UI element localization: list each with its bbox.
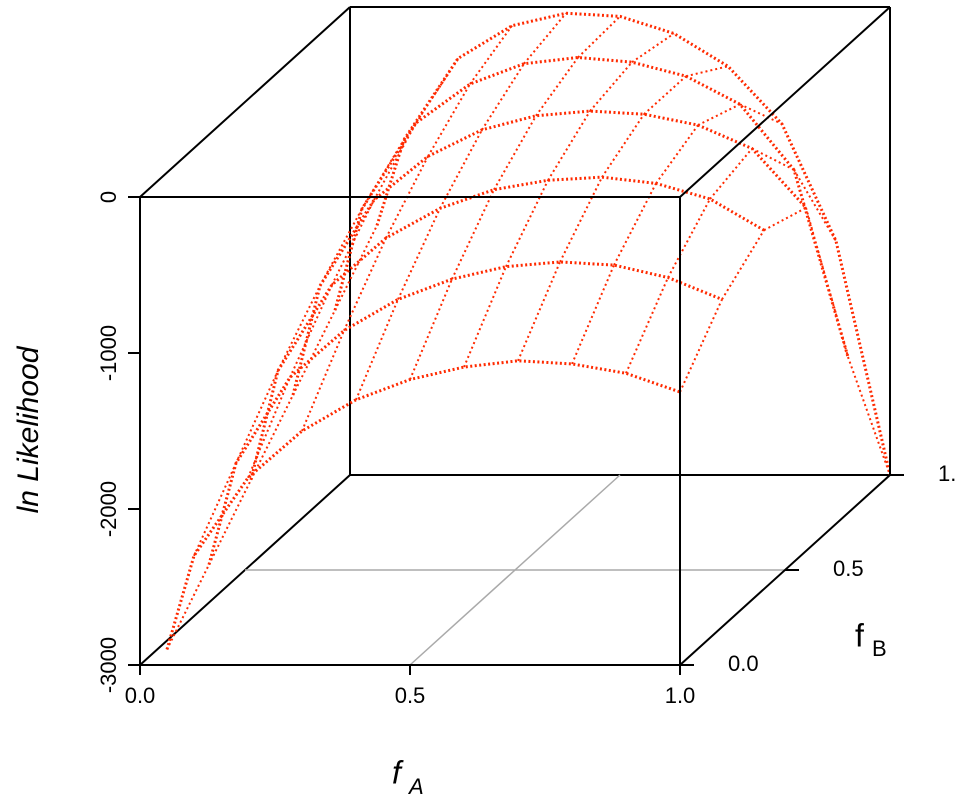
surface-cross-curve [451, 189, 495, 280]
surface-cross-curve [523, 12, 567, 65]
surface-cross-curve [697, 103, 741, 127]
surface-curve [249, 175, 765, 481]
surface-cross-curve [601, 113, 645, 178]
surface-cross-curve [469, 25, 513, 85]
surface-cross-curve [361, 139, 405, 210]
box-front-face [139, 196, 681, 666]
surface-cross-curve [343, 237, 387, 332]
surface-cross-curve [631, 32, 675, 63]
surface-cross-curve [289, 284, 333, 378]
surface-cross-curve [589, 61, 633, 112]
surface-cross-curve [613, 182, 657, 266]
surface-cross-curve [355, 299, 399, 401]
surface-cross-curve [301, 330, 345, 432]
surface-cross-curve [292, 309, 336, 396]
surface-cross-curve [397, 207, 441, 300]
surface-cross-curve [481, 63, 525, 131]
x-axis-title-subscript: A [407, 774, 424, 798]
y-tick-label: 0.5 [833, 556, 864, 581]
surface-cross-curve [493, 115, 537, 191]
surface-cross-curve [208, 479, 252, 566]
surface-curve [207, 260, 723, 565]
surface-cross-curve [277, 285, 321, 372]
surface-cross-curve [625, 277, 669, 374]
surface-cross-curve [409, 278, 453, 380]
surface-cross-curve [331, 199, 375, 286]
surface-cross-curve [751, 147, 795, 171]
surface-cross-curve [763, 206, 807, 232]
z-tick-label: -1000 [96, 325, 121, 381]
surface-cross-curve [505, 179, 549, 268]
surface-cross-curve [247, 377, 291, 479]
surface-cross-curve [679, 298, 723, 393]
surface-curve [291, 109, 808, 396]
surface-cross-curve [166, 564, 210, 650]
surface-cross-curve [793, 169, 837, 242]
y-axis-title-subscript: B [872, 636, 887, 661]
surface-cross-curve [721, 229, 765, 300]
y-axis-title: f [855, 617, 864, 653]
surface-cross-curve [805, 207, 849, 358]
surface-cross-curve [667, 198, 711, 279]
z-tick-label: -2000 [96, 481, 121, 537]
box-edge [679, 6, 891, 198]
surface-curve [165, 359, 681, 650]
surface-cross-curve [685, 65, 729, 78]
surface-cross-curve [643, 75, 687, 115]
y-tick-label: 1. [938, 461, 956, 486]
surface-cross-curve [655, 124, 699, 184]
surface-cross-curve [319, 208, 363, 287]
surface-cross-curve [427, 83, 471, 157]
surface-cross-curve [517, 261, 561, 362]
box-edge [139, 6, 351, 198]
surface-cross-curve [193, 462, 237, 557]
surface-cross-curve [577, 15, 621, 59]
surface-cross-curve [334, 224, 378, 311]
surface-cross-curve [709, 147, 753, 200]
surface-cross-curve [463, 266, 507, 368]
surface-cross-curve [571, 264, 615, 365]
surface-cross-curve [547, 110, 591, 181]
surface-curve [333, 55, 850, 358]
surface-cross-curve [235, 370, 279, 464]
z-tick-label: 0 [96, 191, 121, 203]
y-tick-label: 0.0 [728, 651, 759, 676]
x-tick-label: 0.0 [125, 683, 156, 708]
surface-cross-curve [559, 176, 603, 263]
surface-cross-curve [373, 122, 417, 201]
z-tick-label: -3000 [96, 637, 121, 693]
surface-cross-curve [535, 56, 579, 117]
surface-cross-curve [250, 394, 294, 481]
surface-cross-curve [847, 356, 891, 476]
z-axis-title: ln Likelihood [12, 345, 45, 513]
x-tick-label: 1.0 [665, 683, 696, 708]
x-tick-label: 0.5 [395, 683, 426, 708]
surface-curve [375, 11, 892, 476]
x-axis-title: f [392, 754, 404, 790]
